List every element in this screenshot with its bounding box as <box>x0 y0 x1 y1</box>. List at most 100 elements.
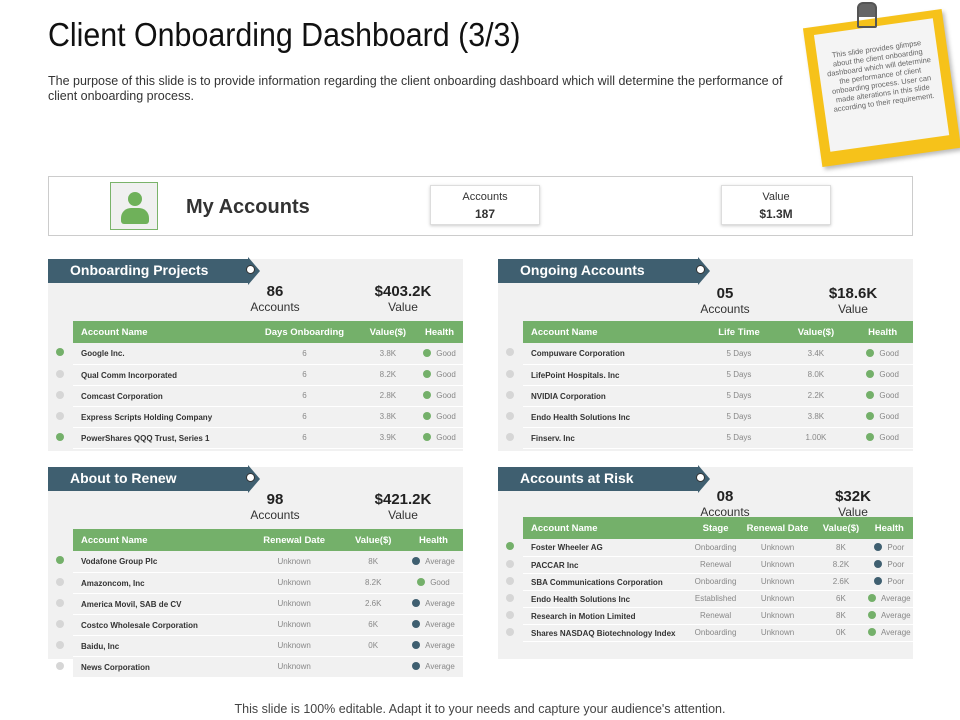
health-label: Good <box>436 370 456 379</box>
cell-text: Qual Comm Incorporated <box>81 370 178 380</box>
table-row[interactable]: SBA Communications Corporation Onboarding… <box>506 573 913 591</box>
cell-text: Unknown <box>277 556 311 566</box>
accounts-count: 05 <box>716 285 734 302</box>
health-cell: Poor <box>865 573 913 591</box>
table-cell: Unknown <box>738 607 817 625</box>
accounts-value: 187 <box>474 207 496 221</box>
accounts-table: Account Name Days Onboarding Value($) Healt… <box>56 321 463 449</box>
table-cell: 8.2K <box>816 556 866 574</box>
cell-text: 8.0K <box>807 370 825 379</box>
table-cell: 0K <box>342 635 404 657</box>
table-row[interactable]: Endo Health Solutions Inc Established Unkn… <box>506 590 913 608</box>
table-header: Account Name Life Time Value($) Health <box>523 321 913 343</box>
cell-text: Unknown <box>277 620 311 629</box>
health-label: Good <box>879 370 899 379</box>
table-row[interactable]: PowerShares QQQ Trust, Series 1 6 3.9K Good <box>56 427 463 449</box>
cell-text: Amazoncom, Inc <box>81 578 145 588</box>
cell-text: Established <box>694 594 737 603</box>
table-row[interactable]: Google Inc. 6 3.8K Good <box>56 343 463 365</box>
table-row[interactable]: Endo Health Solutions Inc 5 Days 3.8K Good <box>506 406 913 428</box>
table-cell: 5 Days <box>698 343 780 365</box>
table-cell: Unknown <box>245 593 343 615</box>
row-marker-icon <box>506 348 514 357</box>
table-row[interactable]: LifePoint Hospitals. Inc 5 Days 8.0K Good <box>506 364 913 386</box>
table-row[interactable]: Vodafone Group Plc Unknown 8K Average <box>56 551 463 573</box>
column-header: Value($) <box>779 321 853 343</box>
health-cell: Good <box>852 364 913 386</box>
health-status-icon <box>423 348 432 357</box>
health-cell: Poor <box>865 556 913 574</box>
cell-text: Unknown <box>760 577 795 586</box>
table-cell: 6 <box>249 427 360 449</box>
table-cell: 8.2K <box>342 572 404 594</box>
table-row[interactable]: Qual Comm Incorporated 6 8.2K Good <box>56 364 463 386</box>
table-row[interactable]: America Movil, SAB de CV Unknown 2.6K Avera… <box>56 593 463 615</box>
cell-text: Comcast Corporation <box>81 391 163 401</box>
table-row[interactable]: NVIDIA Corporation 5 Days 2.2K Good <box>506 385 913 407</box>
table-cell: 3.8K <box>359 406 417 428</box>
health-cell: Good <box>416 406 463 428</box>
row-marker-icon <box>506 432 514 441</box>
panel-title: Onboarding Projects <box>48 257 260 285</box>
table-row[interactable]: Amazoncom, Inc Unknown 8.2K Good <box>56 572 463 594</box>
health-label: Average <box>880 611 911 620</box>
column-header: Life Time <box>698 321 780 343</box>
cell-text: 8.2K <box>832 560 850 569</box>
health-label: Average <box>425 641 455 650</box>
table-cell: 6 <box>249 343 360 365</box>
cell-text: 6 <box>302 348 307 358</box>
health-cell: Poor <box>865 539 913 557</box>
table-cell: Costco Wholesale Corporation <box>56 614 246 636</box>
table-cell: Unknown <box>245 614 343 636</box>
cell-text: Unknown <box>760 542 795 552</box>
table-row[interactable]: PACCAR Inc Renewal Unknown 8.2K Poor <box>506 556 913 574</box>
health-status-icon <box>867 628 876 636</box>
table-row[interactable]: Finserv. Inc 5 Days 1.00K Good <box>506 427 913 449</box>
cell-text: Vodafone Group Plc <box>81 557 158 567</box>
table-cell: Google Inc. <box>56 343 250 365</box>
cell-text: 6K <box>368 620 379 629</box>
value-stat: $32K Value <box>803 488 903 519</box>
table-cell: 6K <box>342 614 404 636</box>
health-cell: Average <box>403 656 463 678</box>
table-row[interactable]: News Corporation Unknown Average <box>56 656 463 678</box>
row-marker-icon <box>56 369 64 378</box>
table-row[interactable]: Research in Motion Limited Renewal Unknown… <box>506 607 913 625</box>
table-row[interactable]: Compuware Corporation 5 Days 3.4K Good <box>506 343 913 365</box>
cell-text: Foster Wheeler AG <box>531 543 603 553</box>
connector-circle-icon <box>246 473 255 482</box>
cell-text: Onboarding <box>694 577 737 586</box>
table-row[interactable]: Costco Wholesale Corporation Unknown 6K Ave… <box>56 614 463 636</box>
table-cell: 8.0K <box>779 364 853 386</box>
health-status-icon <box>866 348 875 357</box>
table-row[interactable]: Foster Wheeler AG Onboarding Unknown 8K Poor <box>506 539 913 557</box>
cell-text: 5 Days <box>726 370 752 379</box>
health-status-icon <box>866 412 875 420</box>
value-stat: Value $1.3M <box>721 185 831 225</box>
health-label: Good <box>436 348 456 358</box>
value-amount: $18.6K <box>828 285 878 302</box>
row-marker-icon <box>506 576 514 585</box>
health-status-icon <box>866 391 875 399</box>
connector-circle-icon <box>696 265 705 274</box>
cell-text: Research in Motion Limited <box>531 611 636 621</box>
table-cell: Foster Wheeler AG <box>506 539 693 557</box>
health-cell: Average <box>403 614 463 636</box>
table-row[interactable]: Comcast Corporation 6 2.8K Good <box>56 385 463 407</box>
health-cell: Average <box>865 607 913 625</box>
health-label: Poor <box>887 577 905 586</box>
column-header: Renewal Date <box>245 529 343 551</box>
table-row[interactable]: Baidu, Inc Unknown 0K Average <box>56 635 463 657</box>
table-row[interactable]: Shares NASDAQ Biotechnology Index Onboard… <box>506 624 913 642</box>
cell-text: 6 <box>302 391 307 400</box>
table-cell: Shares NASDAQ Biotechnology Index <box>506 624 693 642</box>
table-row[interactable]: Express Scripts Holding Company 6 3.8K Good <box>56 406 463 428</box>
connector-circle-icon <box>696 473 705 482</box>
table-cell: Onboarding <box>692 624 739 642</box>
health-label: Average <box>880 628 911 637</box>
table-cell: 6 <box>249 385 360 407</box>
table-cell: Qual Comm Incorporated <box>56 364 250 386</box>
table-cell: Unknown <box>738 539 817 557</box>
health-status-icon <box>423 412 432 420</box>
table-cell: PowerShares QQQ Trust, Series 1 <box>56 427 250 449</box>
